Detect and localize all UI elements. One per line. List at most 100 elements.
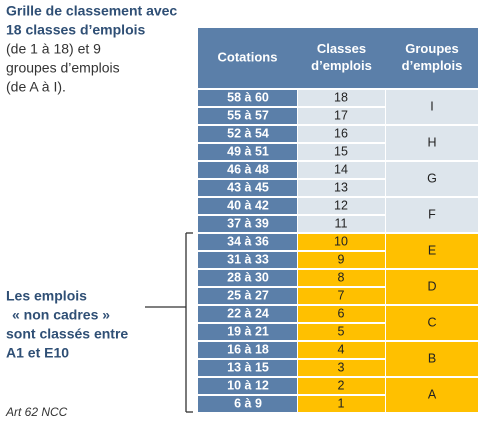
class-text: 17 [334,108,348,122]
class-text: 11 [335,216,348,230]
cotation-cell [198,324,297,340]
cotation-cell [198,270,297,286]
cotation-cell [198,144,297,160]
class-cell [298,270,385,286]
cotation-cell [198,234,297,250]
group-cell [386,90,478,124]
class-text: 13 [334,180,348,194]
note-line: sont classés entre [6,326,128,342]
class-text: 5 [338,324,345,338]
header-cell: Classes [317,41,366,56]
cotation-text: 13 à 15 [227,360,269,374]
class-cell [298,144,385,160]
group-text: A [428,387,437,401]
class-text: 8 [338,270,345,284]
class-cell [298,360,385,376]
class-cell [298,396,385,412]
cotation-text: 6 à 9 [234,396,262,410]
group-cell [386,126,478,160]
class-text: 15 [334,144,348,158]
class-cell [298,306,385,322]
class-text: 16 [334,126,348,140]
cotation-text: 25 à 27 [227,288,269,302]
cotation-text: 49 à 51 [227,144,269,158]
cotation-text: 55 à 57 [227,108,269,122]
group-cell [386,342,478,376]
intro-bold: Grille de classement avec [6,3,177,19]
class-text: 9 [338,252,345,266]
cotation-text: 52 à 54 [227,126,269,140]
cotation-cell [198,126,297,142]
intro-line: groupes d’emplois [6,60,120,76]
note-line: A1 et E10 [6,345,69,361]
class-text: 10 [334,234,348,248]
cotation-text: 43 à 45 [227,180,269,194]
header-row [198,28,478,88]
class-text: 12 [334,198,348,212]
class-cell [298,162,385,178]
class-text: 14 [334,162,348,176]
class-text: 4 [338,342,345,356]
class-cell [298,342,385,358]
cotation-text: 10 à 12 [227,378,269,392]
intro-line: (de A à I). [6,79,66,95]
class-cell [298,288,385,304]
header-cell: d’emplois [311,58,372,73]
class-cell [298,90,385,106]
group-cell [386,378,478,412]
class-text: 6 [338,306,345,320]
cotation-cell [198,162,297,178]
cotation-text: 37 à 39 [227,216,269,230]
class-text: 3 [338,360,345,374]
footer: Art 62 NCC [5,405,68,419]
class-text: 1 [338,396,345,410]
cotation-cell [198,396,297,412]
group-cell [386,234,478,268]
cotation-cell [198,90,297,106]
class-cell [298,324,385,340]
group-text: D [427,279,436,293]
cotation-text: 34 à 36 [227,234,269,248]
header-cell: d’emplois [402,58,463,73]
intro-line: (de 1 à 18) et 9 [6,41,101,57]
group-text: I [430,99,433,113]
class-cell [298,234,385,250]
cotation-text: 31 à 33 [227,252,269,266]
note-line: « non cadres » [12,307,110,323]
group-text: F [428,207,436,221]
cotation-cell [198,108,297,124]
cotation-cell [198,252,297,268]
class-cell [298,252,385,268]
intro-bold: 18 classes d’emplois [6,22,146,38]
group-text: E [428,243,436,257]
group-cell [386,306,478,340]
class-text: 18 [334,90,348,104]
class-cell [298,108,385,124]
cotation-cell [198,198,297,214]
class-cell [298,378,385,394]
cotation-cell [198,180,297,196]
group-text: G [427,171,437,185]
class-text: 7 [338,288,345,302]
cotation-text: 40 à 42 [227,198,269,212]
cotation-cell [198,288,297,304]
class-cell [298,216,385,232]
header-cell: Groupes [405,41,458,56]
cotation-cell [198,360,297,376]
header-cell: Cotations [218,49,278,64]
class-cell [298,180,385,196]
group-cell [386,198,478,232]
cotation-text: 19 à 21 [227,324,269,338]
cotation-text: 22 à 24 [227,306,269,320]
class-cell [298,126,385,142]
cotation-text: 58 à 60 [227,90,269,104]
cotation-cell [198,306,297,322]
group-text: C [427,315,436,329]
class-cell [298,198,385,214]
note-line: Les emplois [6,288,87,304]
cotation-cell [198,342,297,358]
class-text: 2 [338,378,345,392]
cotation-text: 46 à 48 [227,162,269,176]
cotation-text: 28 à 30 [227,270,269,284]
